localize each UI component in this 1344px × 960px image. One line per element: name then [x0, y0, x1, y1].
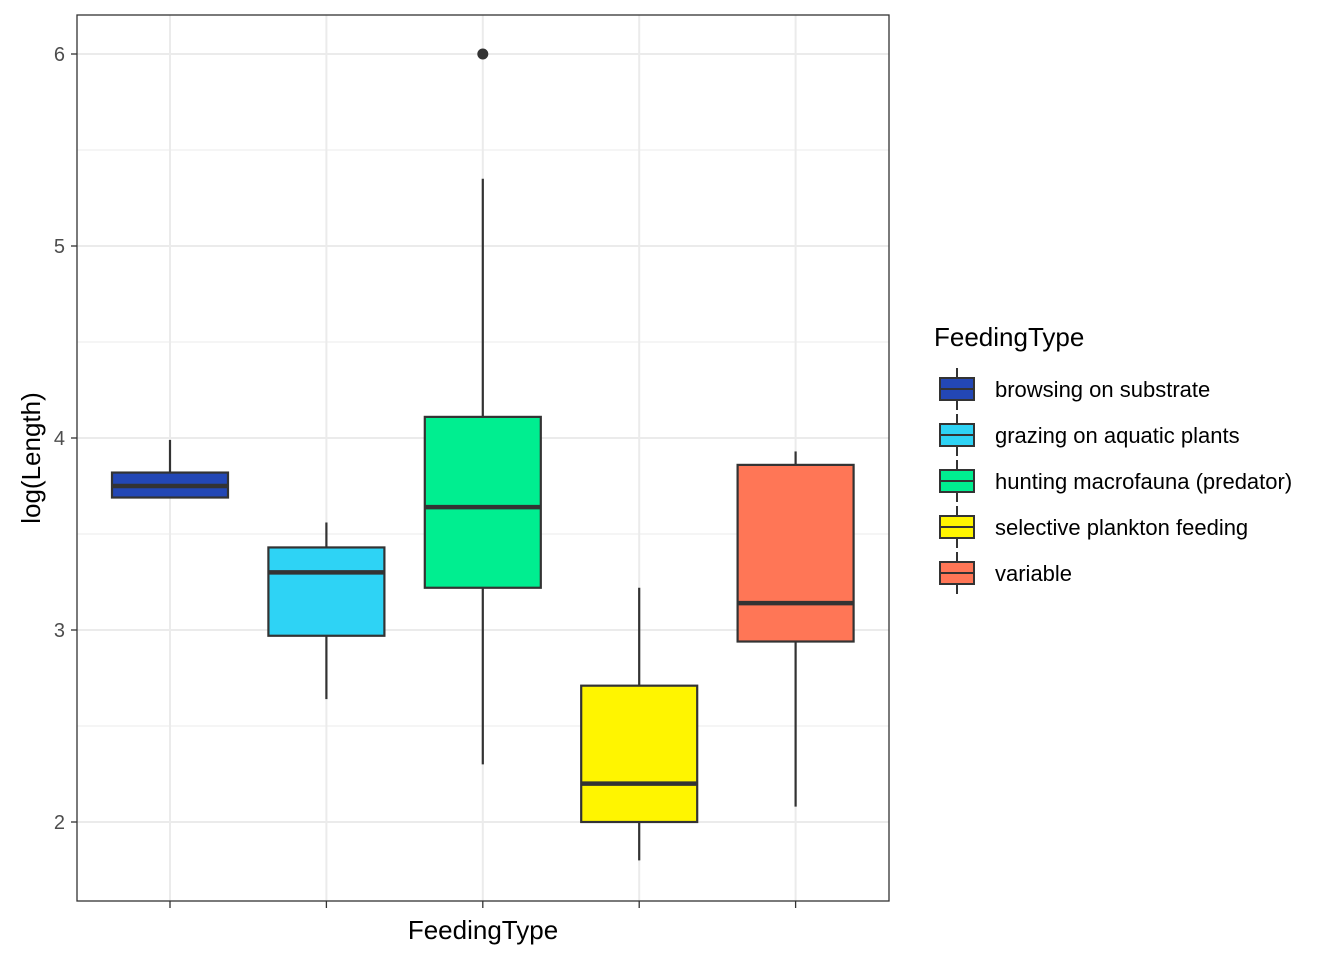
legend-label: variable [995, 561, 1072, 586]
legend-label: hunting macrofauna (predator) [995, 469, 1292, 494]
box-5 [736, 451, 855, 807]
y-axis: 2 3 4 5 6 [54, 44, 77, 834]
y-tick-label: 3 [54, 620, 65, 642]
x-axis [169, 901, 797, 908]
x-axis-title: FeedingType [408, 915, 558, 945]
box-group [110, 48, 855, 861]
box-3 [423, 48, 542, 765]
legend: FeedingType browsing on substrate grazing… [934, 322, 1292, 594]
legend-item-5: variable [939, 552, 1072, 594]
y-tick-label: 5 [54, 236, 65, 258]
legend-label: grazing on aquatic plants [995, 423, 1240, 448]
box-4 [580, 587, 699, 861]
y-tick-label: 2 [54, 812, 65, 834]
y-tick-label: 6 [54, 44, 65, 66]
box-1 [110, 439, 230, 499]
outlier-point [477, 48, 489, 60]
legend-item-2: grazing on aquatic plants [939, 414, 1240, 456]
box-body [736, 463, 855, 643]
y-axis-title: log(Length) [16, 392, 46, 524]
legend-label: browsing on substrate [995, 377, 1210, 402]
box-2 [267, 522, 386, 700]
legend-title: FeedingType [934, 322, 1084, 352]
box-body [580, 684, 699, 824]
y-tick-label: 4 [54, 428, 65, 450]
box-body [267, 546, 386, 637]
legend-item-1: browsing on substrate [939, 368, 1210, 410]
box-body [423, 415, 542, 589]
legend-item-3: hunting macrofauna (predator) [939, 460, 1292, 502]
legend-label: selective plankton feeding [995, 515, 1248, 540]
legend-item-4: selective plankton feeding [939, 506, 1248, 548]
